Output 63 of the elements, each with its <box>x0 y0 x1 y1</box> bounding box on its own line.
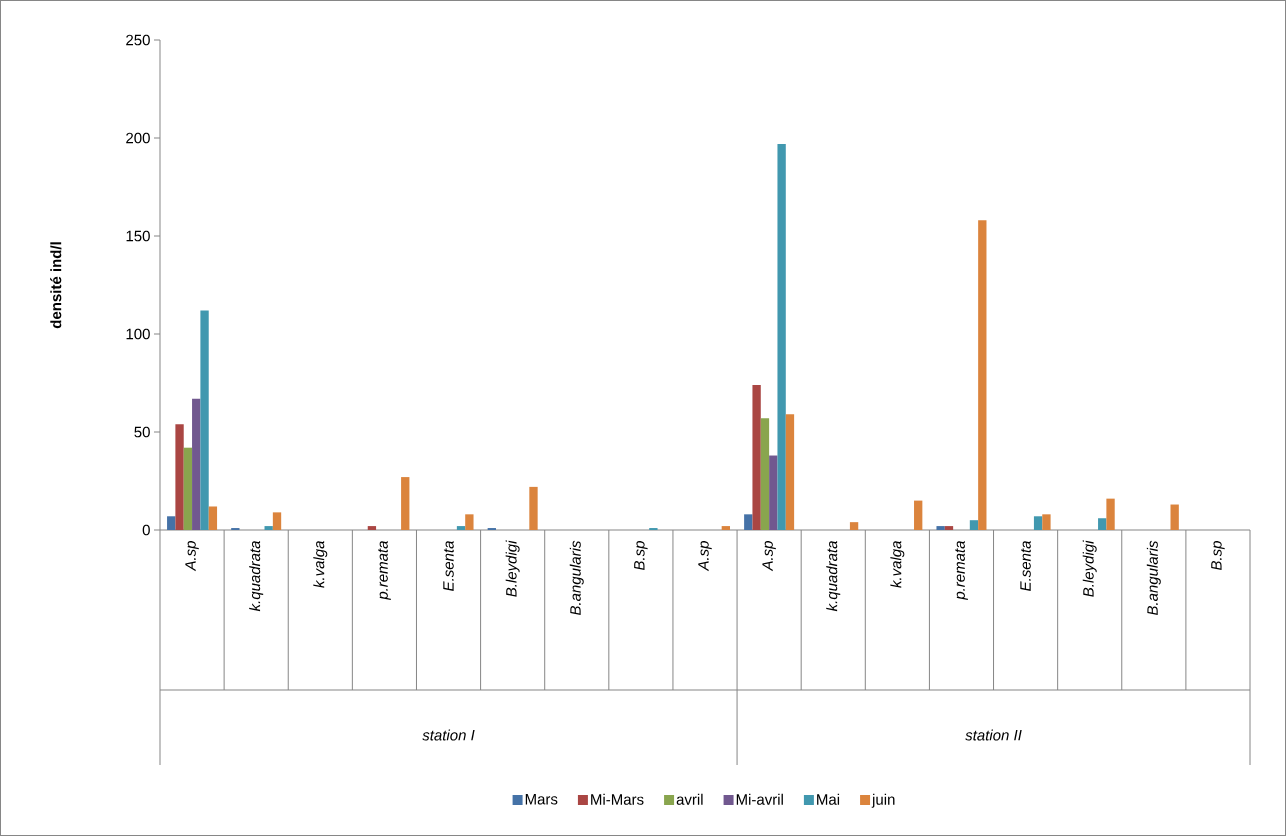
bar <box>914 500 923 530</box>
text: station II <box>965 729 1022 741</box>
y-tick-label: 150 <box>126 230 150 242</box>
x-tick-label: B.leydigi <box>505 540 520 597</box>
x-tick-label: k.valga <box>890 541 905 588</box>
y-tick-label: 100 <box>126 328 150 340</box>
x-tick-label: A.sp <box>762 541 776 572</box>
bar <box>1042 514 1051 530</box>
y-tick-label: 250 <box>126 34 150 46</box>
x-tick-label: A.sp <box>698 541 712 572</box>
bar <box>1098 518 1107 530</box>
y-tick-label: 0 <box>142 524 150 536</box>
bar <box>760 418 770 530</box>
bar <box>777 143 786 530</box>
bar <box>1033 516 1043 530</box>
legend-label: avril <box>676 793 703 805</box>
bar <box>721 526 731 530</box>
bar <box>264 526 273 530</box>
bar <box>167 516 176 530</box>
x-tick-label: A.sp <box>185 541 199 572</box>
bar <box>752 384 761 530</box>
bar <box>849 522 859 530</box>
bar <box>529 486 538 530</box>
x-tick-label: k.valga <box>313 541 328 588</box>
x-tick-label: E.senta <box>443 541 454 591</box>
bar <box>465 514 474 530</box>
bar <box>944 526 954 530</box>
bar <box>769 455 778 530</box>
bar <box>936 526 945 530</box>
x-tick-label: B.angularis <box>1146 540 1161 616</box>
x-tick-label: B.sp <box>634 541 648 571</box>
x-tick-label: p.remata <box>955 541 968 601</box>
bar <box>272 512 282 530</box>
bar <box>208 506 218 530</box>
x-tick-label: B.sp <box>1211 541 1225 571</box>
legend-label: Mai <box>817 793 840 805</box>
x-tick-label: p.remata <box>378 541 391 601</box>
bar <box>1106 498 1115 530</box>
legend-label: Mi-avril <box>736 793 783 805</box>
x-tick-label: k.quadrata <box>826 541 841 612</box>
x-tick-label: B.leydigi <box>1082 540 1097 597</box>
bar <box>175 424 184 530</box>
y-tick-label: 200 <box>126 132 150 144</box>
x-tick-label: E.senta <box>1020 541 1031 591</box>
bar <box>744 514 753 530</box>
text: station I <box>422 729 475 741</box>
bar <box>367 526 377 530</box>
bar <box>785 414 795 530</box>
bar <box>200 310 209 530</box>
bar <box>183 447 193 530</box>
y-axis-title: densité ind/l <box>50 242 62 329</box>
bar <box>978 220 987 530</box>
legend-label: Mi-Mars <box>591 793 644 805</box>
legend-label: juin <box>871 793 895 808</box>
bar <box>192 398 201 530</box>
bar <box>456 526 466 530</box>
legend-label: Mars <box>525 794 558 805</box>
bar <box>1170 504 1179 530</box>
bar <box>401 477 410 530</box>
y-tick-label: 50 <box>134 426 150 438</box>
bar <box>969 520 979 530</box>
x-tick-label: B.angularis <box>569 540 584 616</box>
x-tick-label: k.quadrata <box>249 541 264 612</box>
